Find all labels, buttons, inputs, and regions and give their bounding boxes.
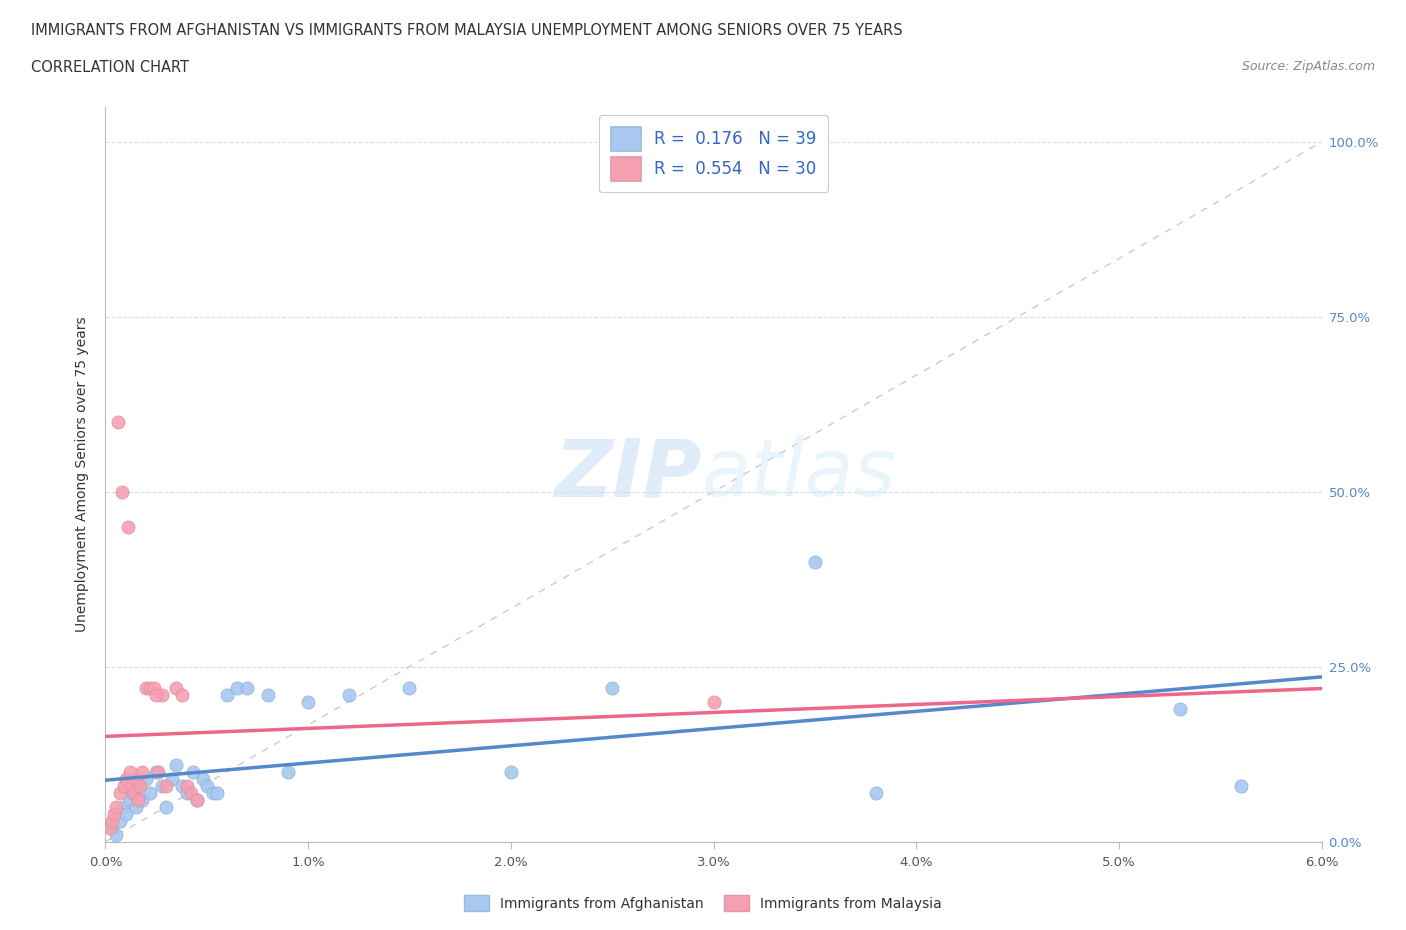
Text: Source: ZipAtlas.com: Source: ZipAtlas.com <box>1241 60 1375 73</box>
Point <box>143 680 166 695</box>
Point <box>125 799 148 814</box>
Point <box>865 785 887 800</box>
Point <box>195 778 218 793</box>
Point <box>118 792 141 807</box>
Point <box>131 792 153 807</box>
Point <box>129 778 152 793</box>
Point <box>117 519 139 534</box>
Point <box>100 813 122 828</box>
Point <box>122 785 145 800</box>
Point <box>127 778 149 793</box>
Point <box>172 687 194 702</box>
Point <box>104 827 127 842</box>
Point <box>256 687 278 702</box>
Point <box>111 485 134 499</box>
Point <box>162 771 184 786</box>
Point <box>139 785 162 800</box>
Point <box>165 680 187 695</box>
Text: IMMIGRANTS FROM AFGHANISTAN VS IMMIGRANTS FROM MALAYSIA UNEMPLOYMENT AMONG SENIO: IMMIGRANTS FROM AFGHANISTAN VS IMMIGRANT… <box>31 23 903 38</box>
Point <box>139 680 162 695</box>
Point <box>98 820 121 835</box>
Point <box>145 687 167 702</box>
Point <box>191 771 214 786</box>
Point <box>499 764 522 779</box>
Point <box>172 778 194 793</box>
Point <box>702 695 725 710</box>
Point <box>165 757 187 772</box>
Point <box>104 799 127 814</box>
Point <box>236 680 259 695</box>
Point <box>217 687 239 702</box>
Point <box>108 813 131 828</box>
Point <box>145 764 167 779</box>
Point <box>600 680 623 695</box>
Text: ZIP: ZIP <box>554 435 702 513</box>
Point <box>1168 701 1191 716</box>
Point <box>176 785 198 800</box>
Point <box>186 792 208 807</box>
Point <box>176 778 198 793</box>
Point <box>131 764 153 779</box>
Point <box>114 771 136 786</box>
Legend: R =  0.176   N = 39, R =  0.554   N = 30: R = 0.176 N = 39, R = 0.554 N = 30 <box>599 115 828 193</box>
Point <box>398 680 420 695</box>
Legend: Immigrants from Afghanistan, Immigrants from Malaysia: Immigrants from Afghanistan, Immigrants … <box>457 887 949 919</box>
Point <box>135 680 157 695</box>
Point <box>127 792 149 807</box>
Y-axis label: Unemployment Among Seniors over 75 years: Unemployment Among Seniors over 75 years <box>76 316 90 632</box>
Point <box>146 764 169 779</box>
Point <box>337 687 360 702</box>
Point <box>201 785 224 800</box>
Point <box>121 785 143 800</box>
Point <box>112 778 135 793</box>
Point <box>186 792 208 807</box>
Point <box>181 764 204 779</box>
Point <box>100 820 122 835</box>
Point <box>180 785 202 800</box>
Point <box>118 764 141 779</box>
Text: CORRELATION CHART: CORRELATION CHART <box>31 60 188 75</box>
Point <box>112 799 135 814</box>
Point <box>150 778 173 793</box>
Point <box>135 771 157 786</box>
Point <box>114 806 136 821</box>
Point <box>121 778 143 793</box>
Text: atlas: atlas <box>702 435 896 513</box>
Point <box>226 680 249 695</box>
Point <box>155 778 177 793</box>
Point <box>108 785 131 800</box>
Point <box>205 785 228 800</box>
Point <box>277 764 299 779</box>
Point <box>150 687 173 702</box>
Point <box>125 771 148 786</box>
Point <box>1229 778 1251 793</box>
Point <box>107 415 129 430</box>
Point <box>804 554 827 569</box>
Point <box>155 799 177 814</box>
Point <box>297 695 319 710</box>
Point <box>103 806 125 821</box>
